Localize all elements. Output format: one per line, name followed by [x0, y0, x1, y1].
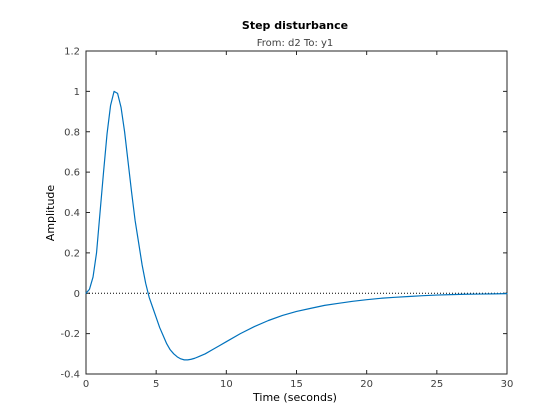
chart-subtitle: From: d2 To: y1	[257, 38, 334, 49]
y-tick-label: 1.2	[64, 47, 80, 58]
y-tick-label: 0.8	[64, 127, 80, 138]
x-tick-label: 20	[360, 379, 373, 390]
series-lines	[85, 90, 508, 361]
y-tick-label: 0	[74, 289, 80, 300]
x-axis-label: Time (seconds)	[252, 391, 337, 404]
response-series-line	[85, 90, 508, 361]
x-tick-label: 10	[220, 379, 233, 390]
x-tick-label: 5	[153, 379, 159, 390]
y-tick-label: 0.4	[64, 208, 80, 219]
x-tick-label: 25	[430, 379, 443, 390]
x-tick-label: 30	[501, 379, 514, 390]
y-axis-label: Amplitude	[44, 185, 57, 242]
y-tick-label: -0.4	[60, 370, 80, 381]
chart-title: Step disturbance	[242, 19, 348, 32]
y-tick-label: 0.2	[64, 248, 80, 259]
plot-area	[85, 50, 508, 375]
x-tick-label: 15	[290, 379, 303, 390]
y-tick-label: 0.6	[64, 168, 80, 179]
y-tick-label: -0.2	[60, 329, 80, 340]
x-tick-label: 0	[83, 379, 89, 390]
y-tick-label: 1	[74, 87, 80, 98]
